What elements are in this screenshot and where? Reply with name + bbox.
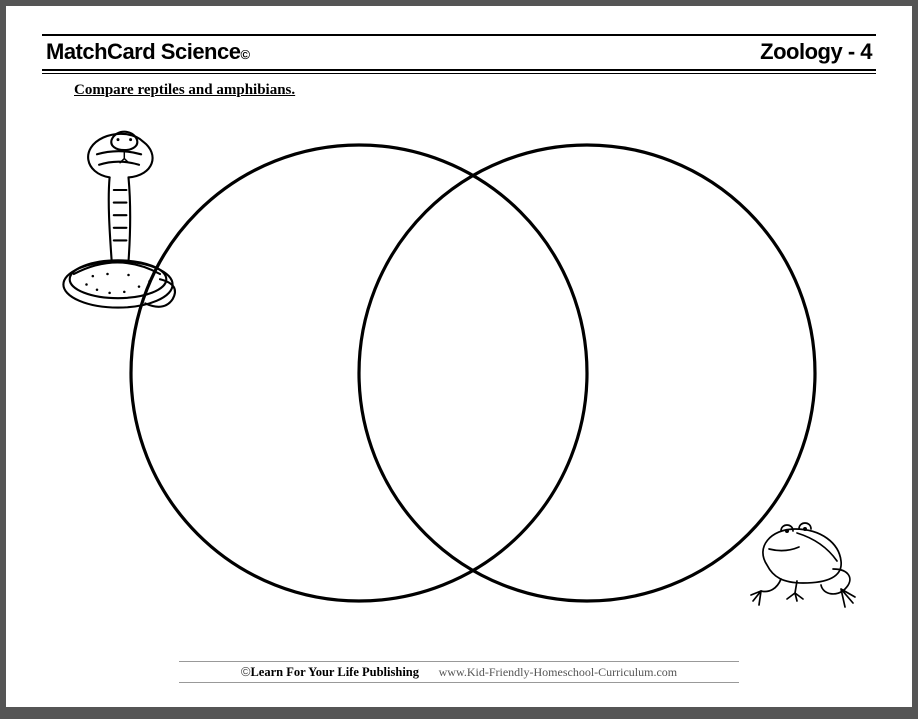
page-footer: ©Learn For Your Life Publishing www.Kid-… <box>6 661 912 683</box>
instruction-text: Compare reptiles and amphibians. <box>74 82 876 99</box>
footer-publisher: Learn For Your Life Publishing <box>250 665 419 679</box>
brand-title: MatchCard Science© <box>46 39 250 65</box>
worksheet-page: MatchCard Science© Zoology - 4 Compare r… <box>6 6 912 707</box>
brand-text: MatchCard Science <box>46 39 240 64</box>
title-row: MatchCard Science© Zoology - 4 <box>42 36 876 69</box>
frog-icon <box>751 523 855 607</box>
snake-icon <box>63 132 175 308</box>
footer-url: www.Kid-Friendly-Homeschool-Curriculum.c… <box>439 665 678 679</box>
brand-copyright: © <box>240 47 250 62</box>
venn-diagram <box>49 121 869 601</box>
header-rule-bottom <box>42 73 876 74</box>
footer-rule-bottom <box>179 682 739 683</box>
subject-title: Zoology - 4 <box>760 39 872 65</box>
footer-rule-top <box>179 661 739 662</box>
footer-copyright-mark: © <box>241 664 251 679</box>
